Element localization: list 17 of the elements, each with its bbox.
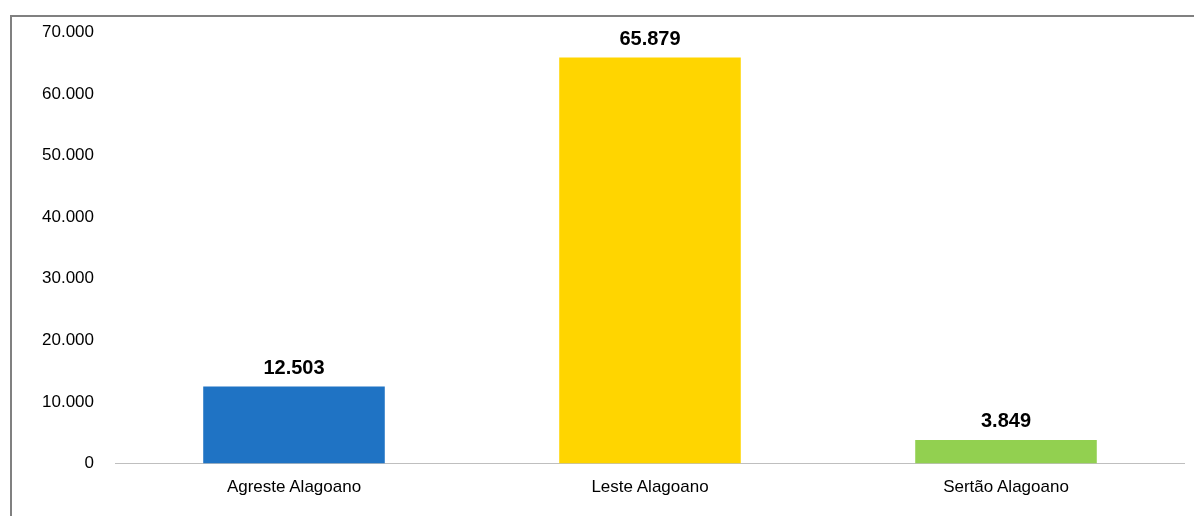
y-tick-label: 40.000: [42, 206, 94, 226]
data-label: 3.849: [980, 409, 1032, 432]
y-tick-label: 50.000: [42, 145, 94, 165]
y-tick-label: 10.000: [42, 391, 94, 411]
data-label: 65.879: [619, 27, 681, 50]
y-tick-label: 60.000: [42, 83, 94, 103]
bar: [915, 439, 1097, 464]
x-tick-label: Agreste Alagoano: [226, 477, 362, 497]
data-label: 12.503: [263, 356, 325, 379]
y-tick-label: 20.000: [42, 330, 94, 350]
bar: [559, 57, 741, 464]
bar: [203, 386, 385, 464]
y-tick-label: 70.000: [42, 21, 94, 41]
y-tick-label: 30.000: [42, 268, 94, 288]
x-tick-label: Leste Alagoano: [591, 477, 709, 497]
y-tick-label: 0: [84, 453, 94, 473]
x-tick-label: Sertão Alagoano: [943, 477, 1069, 497]
